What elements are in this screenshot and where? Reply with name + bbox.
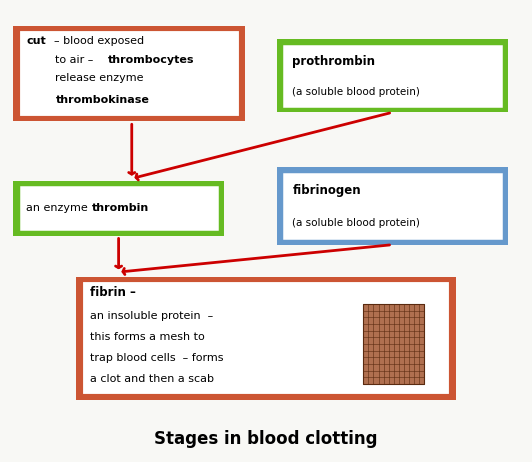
- Text: thrombocytes: thrombocytes: [108, 55, 195, 65]
- Text: – blood exposed: – blood exposed: [54, 36, 144, 46]
- Text: Stages in blood clotting: Stages in blood clotting: [154, 430, 378, 448]
- Text: thrombin: thrombin: [92, 203, 149, 213]
- FancyBboxPatch shape: [363, 304, 424, 384]
- Text: trap blood cells  – forms: trap blood cells – forms: [89, 353, 223, 363]
- Text: fibrin –: fibrin –: [89, 286, 136, 299]
- Text: this forms a mesh to: this forms a mesh to: [89, 332, 204, 342]
- Text: prothrombin: prothrombin: [292, 55, 375, 68]
- FancyBboxPatch shape: [277, 39, 508, 112]
- Text: thrombokinase: thrombokinase: [55, 95, 149, 105]
- FancyBboxPatch shape: [281, 171, 504, 241]
- Text: to air –: to air –: [55, 55, 97, 65]
- Text: a clot and then a scab: a clot and then a scab: [89, 374, 214, 384]
- FancyBboxPatch shape: [18, 184, 220, 232]
- Text: an enzyme: an enzyme: [27, 203, 92, 213]
- Text: cut: cut: [27, 36, 46, 46]
- FancyBboxPatch shape: [281, 43, 504, 109]
- FancyBboxPatch shape: [277, 167, 508, 245]
- Text: fibrinogen: fibrinogen: [292, 184, 361, 197]
- FancyBboxPatch shape: [13, 25, 245, 122]
- FancyBboxPatch shape: [13, 181, 224, 236]
- FancyBboxPatch shape: [18, 29, 241, 118]
- Text: (a soluble blood protein): (a soluble blood protein): [292, 87, 420, 97]
- Text: release enzyme: release enzyme: [55, 73, 144, 83]
- FancyBboxPatch shape: [77, 277, 455, 400]
- Text: an insoluble protein  –: an insoluble protein –: [89, 311, 213, 321]
- FancyBboxPatch shape: [81, 280, 451, 396]
- Text: (a soluble blood protein): (a soluble blood protein): [292, 218, 420, 228]
